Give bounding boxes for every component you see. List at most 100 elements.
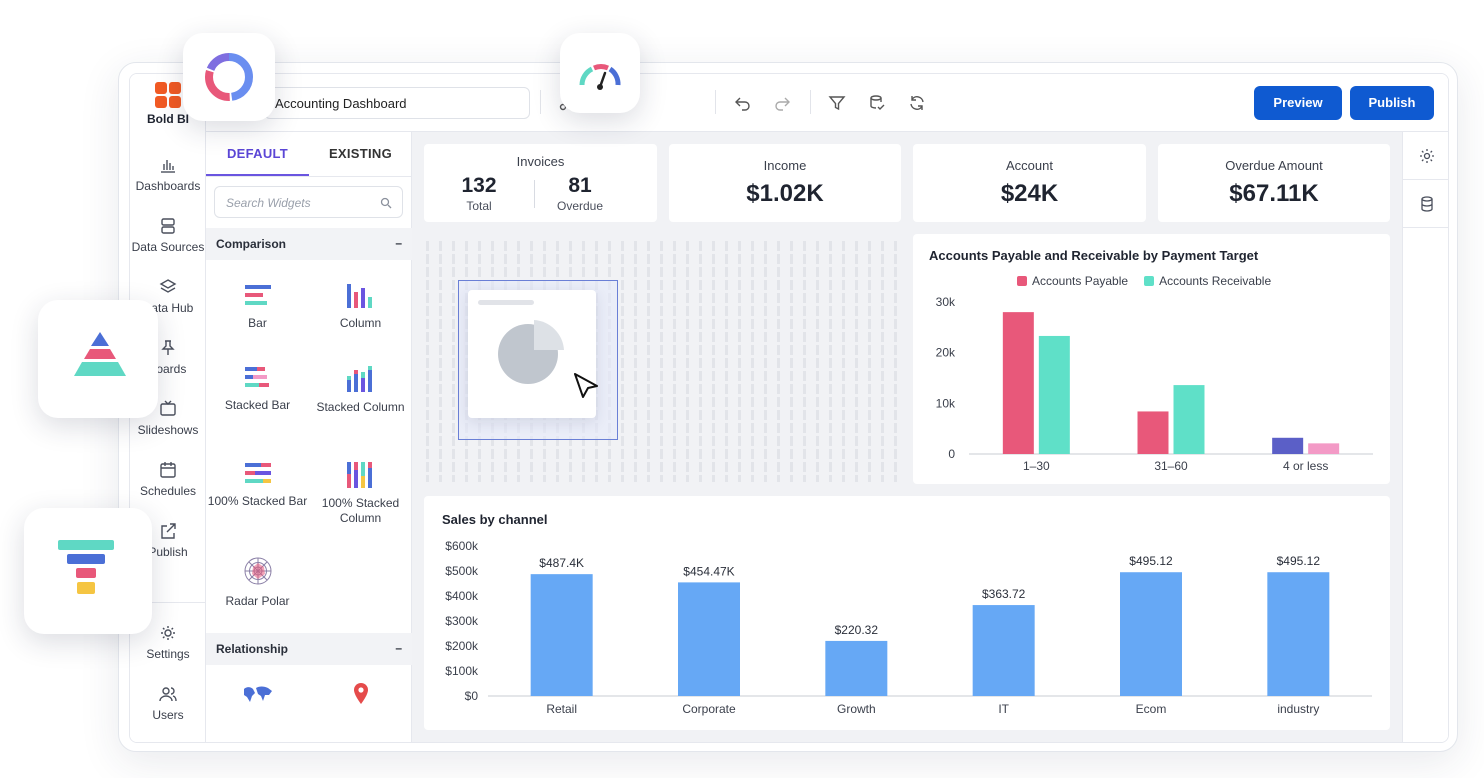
refresh-icon[interactable] bbox=[908, 94, 926, 112]
nav-item-publish[interactable]: Publish bbox=[130, 522, 206, 559]
external-link-icon bbox=[161, 523, 176, 539]
widget-drop-zone[interactable] bbox=[424, 234, 902, 484]
bar-sales bbox=[1120, 572, 1182, 696]
widget-map-pin[interactable] bbox=[309, 682, 412, 714]
widget-title-placeholder bbox=[478, 300, 534, 305]
kpi-value: $24K bbox=[1000, 180, 1059, 207]
chart-title: Sales by channel bbox=[442, 512, 548, 527]
app-window: Bold BI Dashboards Data Sources Data Hub… bbox=[118, 62, 1458, 752]
map-pin-widget-icon bbox=[353, 683, 368, 704]
nav-item-label: Dashboards bbox=[135, 179, 201, 193]
floating-donut-card bbox=[183, 33, 275, 121]
nav-item-boards[interactable]: boards bbox=[130, 339, 206, 376]
percent-stacked-column-widget-icon bbox=[346, 462, 372, 488]
nav-item-label: Schedules bbox=[139, 484, 197, 498]
layers-icon bbox=[159, 279, 177, 293]
y-tick-label: 30k bbox=[936, 295, 956, 309]
section-title: Comparison bbox=[216, 237, 287, 251]
widget-label: Stacked Bar bbox=[224, 398, 291, 412]
percent-stacked-bar-widget-icon bbox=[244, 463, 271, 483]
dashboard-canvas: Invoices 132 Total 81 Overdue Income $1.… bbox=[412, 132, 1402, 742]
kpi-title: Invoices bbox=[516, 154, 565, 169]
nav-item-users[interactable]: Users bbox=[130, 685, 206, 722]
bar-receivable bbox=[1308, 443, 1340, 454]
collapse-icon[interactable]: – bbox=[395, 236, 402, 250]
kpi-overdue-amount[interactable]: Overdue Amount $67.11K bbox=[1158, 144, 1390, 222]
y-tick-label: 20k bbox=[936, 346, 956, 360]
pin-icon bbox=[161, 340, 175, 355]
nav-item-schedules[interactable]: Schedules bbox=[130, 461, 206, 498]
section-comparison[interactable]: Comparison – bbox=[206, 228, 412, 260]
nav-item-data-sources[interactable]: Data Sources bbox=[130, 217, 206, 254]
legend-item-receivable[interactable]: Accounts Receivable bbox=[1144, 274, 1271, 288]
top-toolbar: Accounting Dashboard Preview Publish bbox=[206, 74, 1448, 132]
database-icon bbox=[1421, 196, 1433, 212]
donut-chart-icon bbox=[205, 53, 253, 101]
widget-stacked-column[interactable]: Stacked Column bbox=[309, 364, 412, 415]
y-tick-label: $600k bbox=[445, 539, 479, 553]
widget-100-stacked-column[interactable]: 100% Stacked Column bbox=[309, 460, 412, 526]
widget-radar-polar[interactable]: Radar Polar bbox=[206, 556, 309, 609]
x-tick-label: Corporate bbox=[682, 702, 736, 716]
widget-stacked-bar[interactable]: Stacked Bar bbox=[206, 364, 309, 413]
y-tick-label: $500k bbox=[445, 564, 479, 578]
data-check-icon[interactable] bbox=[868, 94, 886, 112]
dashboard-name-input[interactable]: Accounting Dashboard bbox=[264, 87, 530, 119]
widget-search-input[interactable]: Search Widgets bbox=[214, 186, 403, 218]
chart-ap-ar[interactable]: Accounts Payable and Receivable by Payme… bbox=[913, 234, 1390, 484]
data-tab[interactable] bbox=[1403, 180, 1448, 228]
bold-bi-logo-icon bbox=[144, 82, 192, 108]
y-tick-label: 0 bbox=[948, 447, 955, 461]
sales-plot: $0 $100k $200k $300k $400k $500k $600k $487.4K R… bbox=[445, 539, 1372, 716]
tab-existing[interactable]: EXISTING bbox=[328, 146, 393, 161]
publish-button[interactable]: Publish bbox=[1350, 86, 1434, 120]
data-label: $495.12 bbox=[1277, 554, 1321, 568]
users-icon bbox=[159, 687, 177, 702]
kpi-value: $1.02K bbox=[746, 180, 824, 207]
y-tick-label: $100k bbox=[445, 664, 479, 678]
kpi-invoices[interactable]: Invoices 132 Total 81 Overdue bbox=[424, 144, 657, 222]
filter-icon[interactable] bbox=[828, 94, 846, 112]
undo-icon[interactable] bbox=[734, 94, 752, 112]
bar-payable bbox=[1002, 312, 1034, 454]
pie-chart-icon bbox=[498, 320, 564, 384]
world-map-widget-icon bbox=[243, 686, 272, 702]
nav-item-dashboards[interactable]: Dashboards bbox=[130, 156, 206, 193]
preview-button[interactable]: Preview bbox=[1254, 86, 1342, 120]
widget-bar[interactable]: Bar bbox=[206, 282, 309, 331]
y-tick-label: $300k bbox=[445, 614, 479, 628]
column-chart-widget-icon bbox=[346, 284, 372, 308]
widget-map[interactable] bbox=[206, 684, 309, 714]
properties-tab[interactable] bbox=[1403, 132, 1448, 180]
widget-100-stacked-bar[interactable]: 100% Stacked Bar bbox=[206, 460, 309, 509]
chart-title: Accounts Payable and Receivable by Payme… bbox=[929, 248, 1259, 263]
nav-item-label: Users bbox=[152, 708, 184, 722]
dragged-pie-widget[interactable] bbox=[468, 290, 598, 418]
brand-logo[interactable]: Bold BI bbox=[144, 82, 192, 126]
kpi-income[interactable]: Income $1.02K bbox=[669, 144, 901, 222]
legend-swatch bbox=[1144, 276, 1155, 286]
x-tick-label: Retail bbox=[546, 702, 577, 716]
gauge-icon bbox=[579, 64, 621, 90]
ap-ar-plot: 0 10k 20k 30k 1–30 31–60 4 or less bbox=[936, 295, 1373, 473]
widget-panel: DEFAULT EXISTING Search Widgets Comparis… bbox=[206, 132, 412, 742]
widget-label: 100% Stacked Column bbox=[321, 496, 400, 525]
kpi-account[interactable]: Account $24K bbox=[913, 144, 1146, 222]
collapse-icon[interactable]: – bbox=[395, 641, 402, 655]
widget-column[interactable]: Column bbox=[309, 282, 412, 331]
tab-default[interactable]: DEFAULT bbox=[206, 132, 309, 176]
floating-gauge-card bbox=[560, 33, 640, 113]
x-tick-label: 31–60 bbox=[1154, 459, 1188, 473]
tab-divider bbox=[206, 176, 412, 177]
nav-item-slideshows[interactable]: Slideshows bbox=[130, 400, 206, 437]
chart-sales-by-channel[interactable]: Sales by channel $0 $100k $200k $300k $400k $… bbox=[424, 496, 1390, 730]
funnel-chart-icon bbox=[58, 540, 114, 594]
right-properties-panel bbox=[1402, 132, 1448, 742]
legend-item-payable[interactable]: Accounts Payable bbox=[1017, 274, 1128, 288]
redo-icon[interactable] bbox=[773, 94, 791, 112]
widget-label: Bar bbox=[248, 316, 267, 330]
section-relationship[interactable]: Relationship – bbox=[206, 633, 412, 665]
nav-item-settings[interactable]: Settings bbox=[130, 624, 206, 661]
y-tick-label: $200k bbox=[445, 639, 479, 653]
toolbar-divider bbox=[540, 90, 541, 114]
